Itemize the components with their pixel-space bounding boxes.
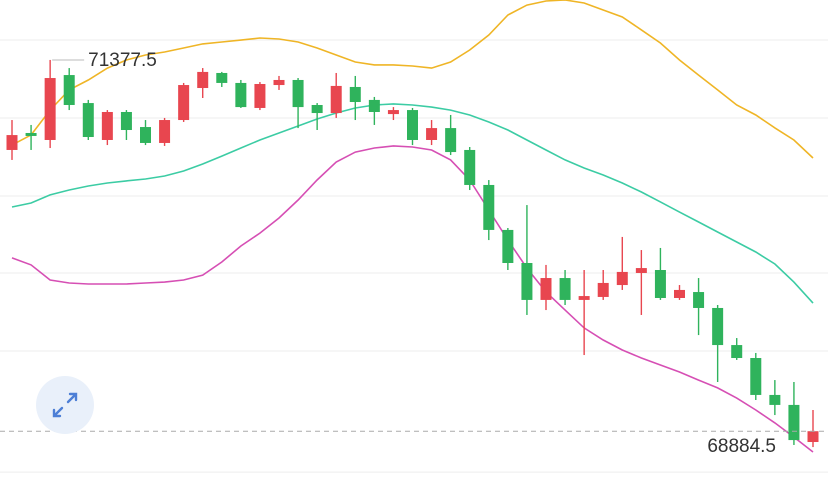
candle-body — [445, 128, 457, 153]
candle-body — [483, 184, 495, 230]
candle-body — [407, 110, 418, 140]
candle-body — [597, 282, 609, 297]
candle-body — [216, 72, 228, 83]
candle-body — [750, 358, 762, 395]
candle-body — [464, 149, 476, 185]
candle-body — [140, 127, 151, 143]
candle-body — [25, 132, 37, 136]
candle-body — [502, 229, 514, 263]
max-label: 71377.5 — [88, 50, 157, 71]
candle-body — [101, 111, 113, 140]
expand-button-bg[interactable] — [36, 376, 94, 434]
candle-body — [349, 86, 361, 103]
candle-body — [635, 268, 647, 273]
candle-body — [44, 78, 56, 140]
bands — [11, 0, 814, 453]
band-line — [11, 103, 814, 304]
candle-body — [807, 431, 819, 443]
expand-button[interactable] — [36, 376, 94, 434]
candle-body — [769, 394, 781, 405]
labels: 71377.5 68884.5 — [0, 50, 828, 457]
grid — [0, 39, 828, 473]
candle-body — [82, 103, 94, 138]
candle-body — [120, 111, 132, 131]
candle-body — [712, 307, 724, 346]
candle-body — [63, 75, 75, 105]
candle-body — [273, 79, 285, 86]
band-line — [11, 145, 814, 453]
candle-body — [330, 85, 342, 114]
candle-body — [616, 271, 628, 286]
candle-body — [159, 120, 171, 143]
candle-body — [254, 83, 266, 108]
candle-body — [731, 345, 743, 359]
candle-body — [387, 110, 399, 115]
expand-icon — [52, 392, 78, 418]
candle-body — [788, 404, 800, 441]
candle-body — [559, 278, 571, 300]
candle-body — [6, 135, 18, 150]
candle-body — [578, 296, 590, 300]
candle-body — [521, 262, 533, 300]
candle-body — [178, 85, 190, 121]
last-price-label: 68884.5 — [707, 436, 776, 457]
candle-body — [235, 82, 247, 108]
candle-body — [654, 269, 666, 298]
band-line — [11, 0, 814, 159]
candle-body — [311, 104, 323, 114]
candle-body — [426, 128, 438, 140]
candle-body — [674, 289, 685, 298]
candle-body — [368, 99, 380, 112]
candles — [6, 59, 819, 448]
candle-body — [693, 292, 705, 308]
candle-body — [292, 79, 304, 108]
candle-body — [197, 71, 209, 89]
candle-body — [540, 278, 552, 300]
